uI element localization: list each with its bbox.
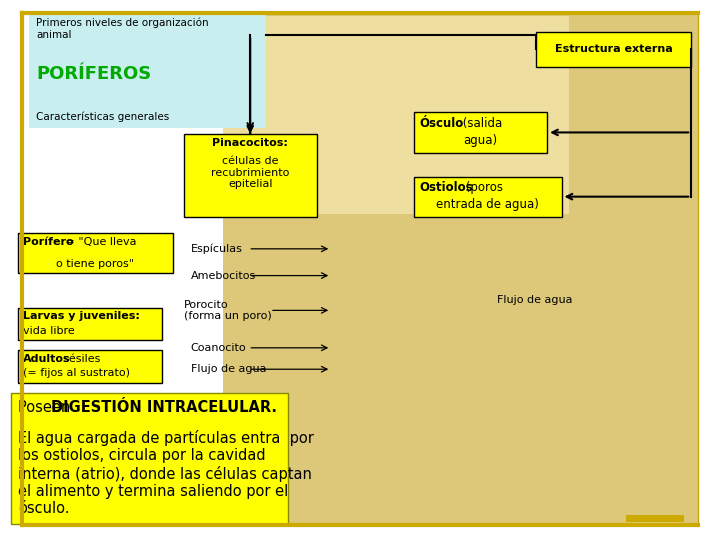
Text: DIGESTIÓN INTRACELULAR.: DIGESTIÓN INTRACELULAR. (51, 400, 277, 415)
FancyBboxPatch shape (414, 177, 562, 217)
Text: vida libre: vida libre (23, 326, 75, 335)
Text: (poros: (poros (462, 181, 503, 194)
Text: Ostiolos: Ostiolos (420, 181, 473, 194)
Text: Primeros niveles de organización
animal: Primeros niveles de organización animal (36, 18, 209, 40)
Text: Poseen: Poseen (18, 400, 75, 415)
Text: Características generales: Características generales (36, 111, 169, 122)
Text: PORÍFEROS: PORÍFEROS (36, 65, 151, 83)
Text: Ósculo: Ósculo (420, 117, 464, 130)
FancyBboxPatch shape (223, 14, 698, 524)
Text: Flujo de agua: Flujo de agua (497, 295, 572, 305)
Text: agua): agua) (464, 134, 498, 147)
Text: (salida: (salida (459, 117, 503, 130)
Text: : sésiles: : sésiles (56, 354, 101, 364)
Text: Adultos: Adultos (23, 354, 71, 364)
Text: células de
recubrimiento
epitelial: células de recubrimiento epitelial (211, 156, 289, 190)
Text: entrada de agua): entrada de agua) (436, 198, 539, 211)
FancyBboxPatch shape (184, 134, 317, 217)
FancyBboxPatch shape (18, 233, 173, 273)
Text: (= fijos al sustrato): (= fijos al sustrato) (23, 368, 130, 379)
Text: Estructura externa: Estructura externa (555, 44, 672, 55)
Text: Larvas y juveniles:: Larvas y juveniles: (23, 311, 140, 321)
Text: Pinacocitos:: Pinacocitos: (212, 138, 288, 148)
FancyBboxPatch shape (536, 32, 691, 67)
FancyBboxPatch shape (29, 14, 266, 129)
Text: El agua cargada de partículas entra  por
los ostiolos, circula por la cavidad
in: El agua cargada de partículas entra por … (18, 430, 314, 516)
FancyBboxPatch shape (626, 515, 684, 522)
Text: Flujo de agua: Flujo de agua (191, 364, 266, 374)
Text: Porocito
(forma un poro): Porocito (forma un poro) (184, 300, 271, 321)
FancyBboxPatch shape (223, 16, 569, 214)
FancyBboxPatch shape (18, 308, 162, 340)
FancyBboxPatch shape (414, 112, 547, 152)
Text: o tiene poros": o tiene poros" (56, 259, 135, 268)
Text: Coanocito: Coanocito (191, 343, 246, 353)
Text: Porífero: Porífero (23, 237, 73, 247)
Text: Espículas: Espículas (191, 244, 243, 254)
FancyBboxPatch shape (18, 350, 162, 383)
Text: = "Que lleva: = "Que lleva (62, 237, 136, 247)
FancyBboxPatch shape (11, 393, 288, 524)
Text: Amebocitos: Amebocitos (191, 271, 256, 281)
